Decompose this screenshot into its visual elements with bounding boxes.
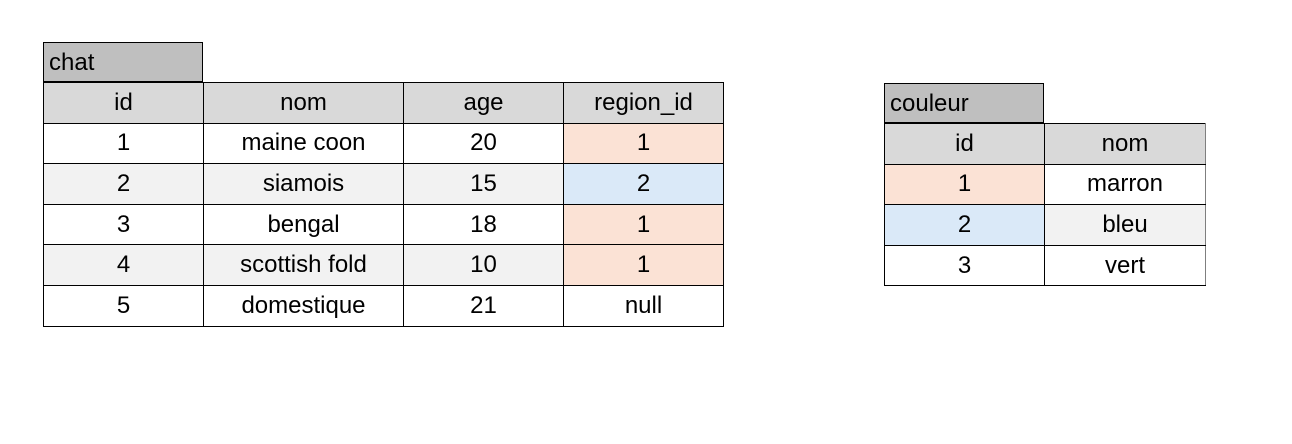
cell-nom: bengal (203, 203, 404, 246)
cell-region-id: 1 (563, 203, 724, 246)
cell-id: 3 (884, 244, 1045, 287)
cell-region-id: 1 (563, 122, 724, 165)
cell-id: 1 (884, 163, 1045, 206)
table-row: 3 bengal 18 1 (43, 203, 724, 246)
chat-table-block: chat id nom age region_id 1 maine coon 2… (43, 42, 724, 327)
cell-nom: bleu (1044, 204, 1206, 246)
chat-table: id nom age region_id 1 maine coon 20 1 2… (43, 82, 724, 327)
cell-nom: siamois (203, 163, 404, 205)
cell-nom: domestique (203, 284, 404, 327)
cell-id: 4 (43, 244, 204, 286)
table-header-row: id nom age region_id (43, 82, 724, 124)
cell-id: 3 (43, 203, 204, 246)
cell-region-id: null (563, 284, 724, 327)
cell-region-id: 2 (563, 163, 724, 205)
couleur-table: id nom 1 marron 2 bleu 3 vert (884, 123, 1206, 287)
chat-table-title: chat (43, 42, 203, 82)
cell-nom: maine coon (203, 122, 404, 165)
cell-age: 15 (403, 163, 564, 205)
cell-id: 2 (43, 163, 204, 205)
table-row: 2 bleu (884, 204, 1206, 246)
cell-age: 21 (403, 284, 564, 327)
couleur-table-block: couleur id nom 1 marron 2 bleu 3 vert (884, 83, 1206, 287)
table-row: 5 domestique 21 null (43, 284, 724, 327)
cell-id: 5 (43, 284, 204, 327)
table-row: 4 scottish fold 10 1 (43, 244, 724, 286)
cell-region-id: 1 (563, 244, 724, 286)
cell-age: 10 (403, 244, 564, 286)
column-header-nom: nom (203, 82, 404, 124)
cell-age: 18 (403, 203, 564, 246)
column-header-id: id (43, 82, 204, 124)
cell-id: 2 (884, 204, 1045, 246)
cell-nom: scottish fold (203, 244, 404, 286)
cell-nom: marron (1044, 163, 1206, 206)
column-header-nom: nom (1044, 123, 1206, 165)
cell-nom: vert (1044, 244, 1206, 287)
table-header-row: id nom (884, 123, 1206, 165)
column-header-region-id: region_id (563, 82, 724, 124)
table-row: 3 vert (884, 244, 1206, 287)
cell-id: 1 (43, 122, 204, 165)
column-header-age: age (403, 82, 564, 124)
table-row: 2 siamois 15 2 (43, 163, 724, 205)
column-header-id: id (884, 123, 1045, 165)
cell-age: 20 (403, 122, 564, 165)
table-row: 1 marron (884, 163, 1206, 206)
table-row: 1 maine coon 20 1 (43, 122, 724, 165)
couleur-table-title: couleur (884, 83, 1044, 123)
